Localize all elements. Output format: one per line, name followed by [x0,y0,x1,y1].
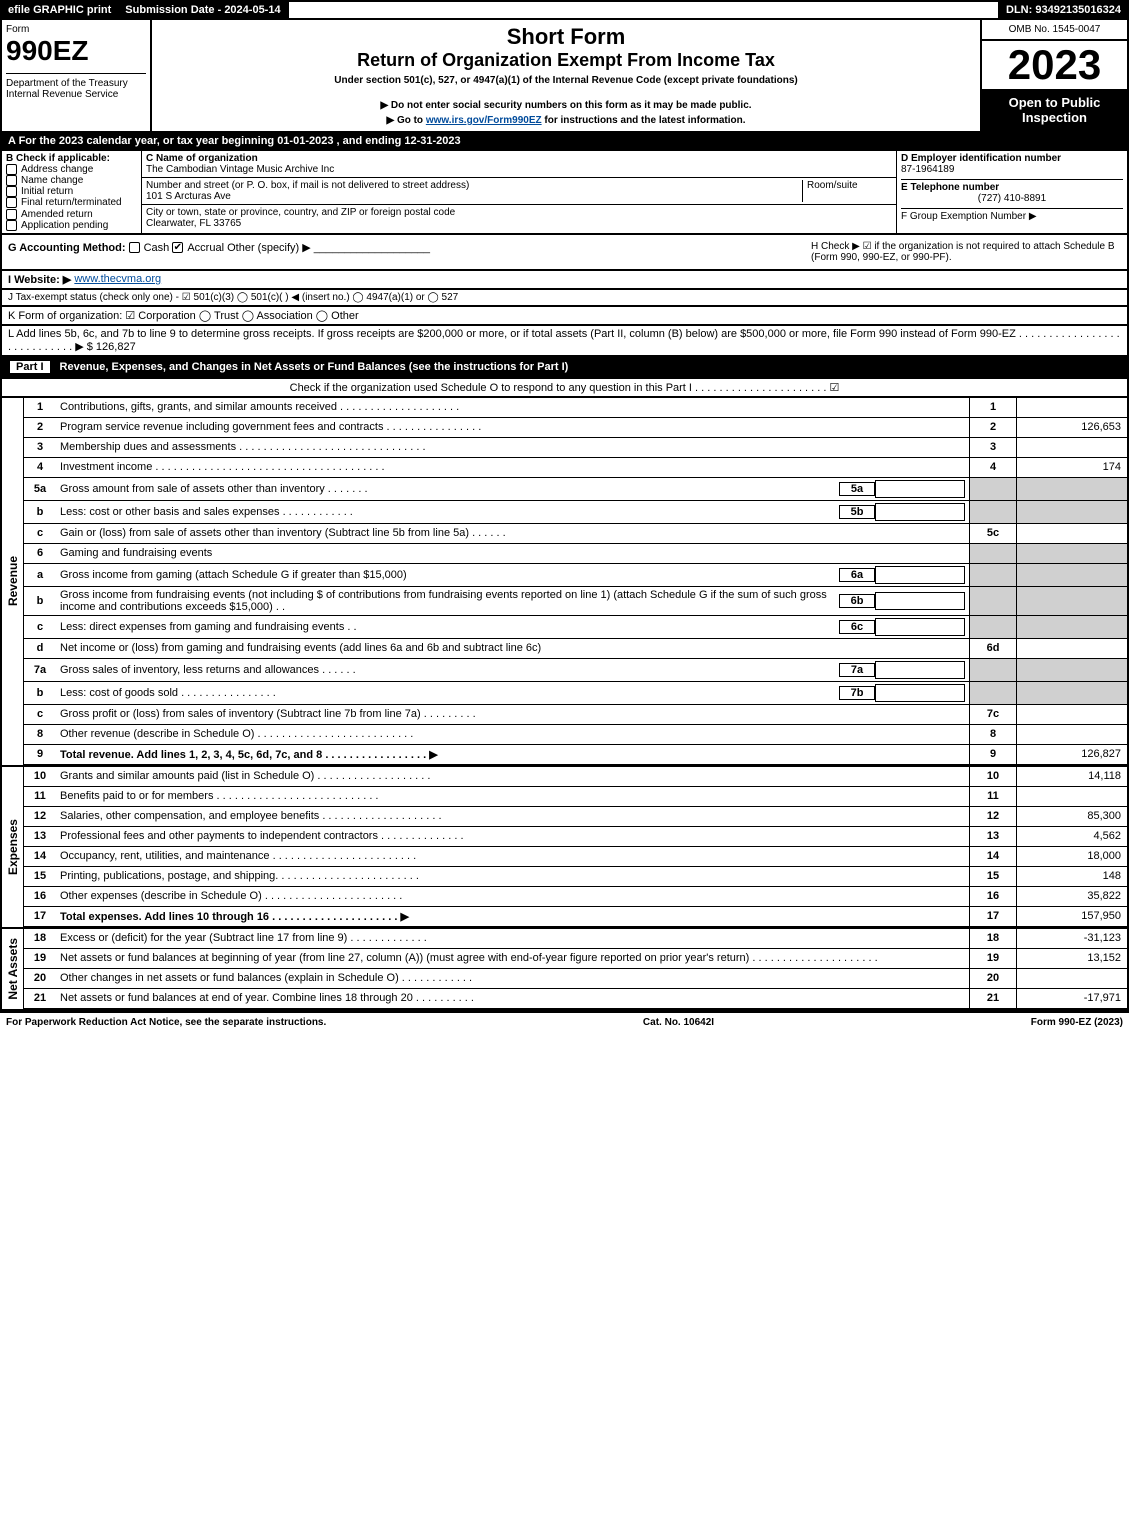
omb-number: OMB No. 1545-0047 [982,20,1127,41]
netassets-label: Net Assets [4,934,22,1004]
chk-address-change[interactable] [6,164,17,175]
chk-final-return-terminated[interactable] [6,197,17,208]
col-B: B Check if applicable: Address changeNam… [2,151,142,233]
line-I: I Website: ▶ www.thecvma.org [0,271,1129,290]
line-J: J Tax-exempt status (check only one) - ☑… [0,290,1129,307]
group-exemption: F Group Exemption Number ▶ [901,208,1123,222]
top-bar: efile GRAPHIC print Submission Date - 20… [0,0,1129,20]
dept-treasury: Department of the Treasury Internal Reve… [6,73,146,100]
org-name: The Cambodian Vintage Music Archive Inc [146,164,334,175]
revenue-label: Revenue [4,552,22,610]
irs-link[interactable]: www.irs.gov/Form990EZ [426,115,542,126]
subtitle-1: Under section 501(c), 527, or 4947(a)(1)… [156,75,976,86]
chk-initial-return[interactable] [6,186,17,197]
part-I-header: Part I Revenue, Expenses, and Changes in… [0,357,1129,379]
phone: (727) 410-8891 [901,193,1123,204]
public-inspection: Open to Public Inspection [982,89,1127,131]
submission-date: Submission Date - 2024-05-14 [119,2,288,18]
dln: DLN: 93492135016324 [1000,2,1127,18]
chk-application-pending[interactable] [6,220,17,231]
subtitle-2: ▶ Do not enter social security numbers o… [156,100,976,111]
tax-year: 2023 [982,41,1127,89]
netassets-table: Net Assets 18Excess or (deficit) for the… [0,929,1129,1011]
revenue-table: Revenue 1Contributions, gifts, grants, a… [0,398,1129,767]
part-I-sub: Check if the organization used Schedule … [0,379,1129,398]
expenses-label: Expenses [4,815,22,879]
chk-name-change[interactable] [6,175,17,186]
cash-checkbox[interactable] [129,242,140,253]
col-DEF: D Employer identification number 87-1964… [897,151,1127,233]
website-link[interactable]: www.thecvma.org [74,273,161,286]
street: 101 S Arcturas Ave [146,191,231,202]
title-return: Return of Organization Exempt From Incom… [156,50,976,71]
line-L: L Add lines 5b, 6c, and 7b to line 9 to … [0,326,1129,357]
expenses-table: Expenses 10Grants and similar amounts pa… [0,767,1129,929]
chk-amended-return[interactable] [6,209,17,220]
form-header: Form 990EZ Department of the Treasury In… [0,20,1129,133]
form-number: 990EZ [6,35,146,67]
accrual-checkbox[interactable] [172,242,183,253]
col-C: C Name of organizationThe Cambodian Vint… [142,151,897,233]
ein: 87-1964189 [901,164,954,175]
room-suite: Room/suite [802,180,892,202]
line-G-H: G Accounting Method: Cash Accrual Other … [0,235,1129,271]
title-short-form: Short Form [156,24,976,50]
subtitle-3: ▶ Go to www.irs.gov/Form990EZ for instru… [156,115,976,126]
efile-print[interactable]: efile GRAPHIC print [2,2,119,18]
line-H: H Check ▶ ☑ if the organization is not r… [811,241,1121,263]
line-A: A For the 2023 calendar year, or tax yea… [0,133,1129,151]
footer: For Paperwork Reduction Act Notice, see … [0,1011,1129,1032]
line-K: K Form of organization: ☑ Corporation ◯ … [0,307,1129,326]
section-BCDEF: B Check if applicable: Address changeNam… [0,151,1129,235]
city-state-zip: Clearwater, FL 33765 [146,218,241,229]
form-label: Form [6,24,146,35]
